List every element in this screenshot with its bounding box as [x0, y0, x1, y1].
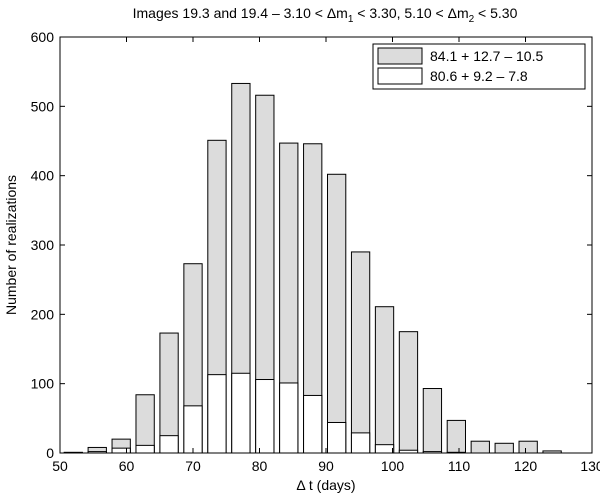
legend-swatch-series-1: [377, 47, 423, 65]
x-tick-label: 100: [381, 458, 405, 474]
legend-label-series-1: 84.1 + 12.7 – 10.5: [430, 48, 543, 64]
x-tick-label: 80: [252, 458, 268, 474]
bar-series-2-9: [279, 382, 299, 454]
y-tick-label: 200: [31, 306, 55, 322]
bar-series-1-4: [159, 332, 179, 454]
bar-series-1-11: [327, 173, 347, 454]
legend-swatch-series-2: [377, 67, 423, 85]
bar-series-2-12: [350, 432, 371, 454]
bar-series-2-11: [327, 421, 347, 454]
x-tick-label: 90: [318, 458, 334, 474]
y-tick-label: 300: [31, 237, 55, 253]
bar-series-1-14: [398, 331, 419, 454]
y-tick-label: 500: [31, 98, 55, 114]
x-tick-label: 50: [52, 458, 68, 474]
bar-series-1-12: [350, 251, 371, 454]
x-tick-label: 130: [580, 458, 600, 474]
bar-series-2-8: [255, 379, 275, 454]
bar-series-1-17: [470, 440, 490, 454]
bar-series-1-16: [446, 419, 466, 454]
x-tick-label: 70: [185, 458, 201, 474]
y-tick-label: 100: [31, 376, 55, 392]
axis-ticks: 50 60 70 80 90 100 110 120 130 0 100 200 300 400 500 60…: [31, 29, 600, 474]
bar-series-1-19: [518, 440, 538, 454]
y-tick-label: 400: [31, 168, 55, 184]
x-axis-label: Δ t (days): [296, 477, 355, 493]
bar-series-2-10: [303, 394, 323, 454]
y-tick-label: 600: [31, 29, 55, 45]
bar-series-1-18: [494, 442, 514, 454]
bar-series-1-3: [135, 394, 155, 454]
plot-frame: [59, 36, 593, 454]
x-tick-label: 60: [119, 458, 135, 474]
bar-series-2-2: [111, 447, 131, 454]
bar-series-2-3: [135, 444, 155, 454]
bars-layer: [63, 82, 562, 454]
bar-series-2-7: [231, 372, 251, 454]
legend: 84.1 + 12.7 – 10.5 80.6 + 9.2 – 7.8: [372, 43, 586, 90]
bar-series-2-4: [159, 435, 179, 454]
bar-series-1-13: [374, 306, 395, 454]
bar-series-2-5: [183, 405, 203, 454]
bar-series-2-13: [374, 444, 395, 454]
chart-title: Images 19.3 and 19.4 – 3.10 < Δm1 < 3.30…: [133, 5, 518, 25]
y-tick-label: 0: [46, 445, 54, 461]
y-axis-label: Number of realizations: [3, 175, 19, 315]
bar-series-2-6: [207, 374, 227, 454]
legend-label-series-2: 80.6 + 9.2 – 7.8: [430, 68, 528, 84]
x-tick-label: 120: [514, 458, 538, 474]
x-tick-label: 110: [448, 458, 471, 474]
bar-series-1-15: [422, 388, 443, 454]
